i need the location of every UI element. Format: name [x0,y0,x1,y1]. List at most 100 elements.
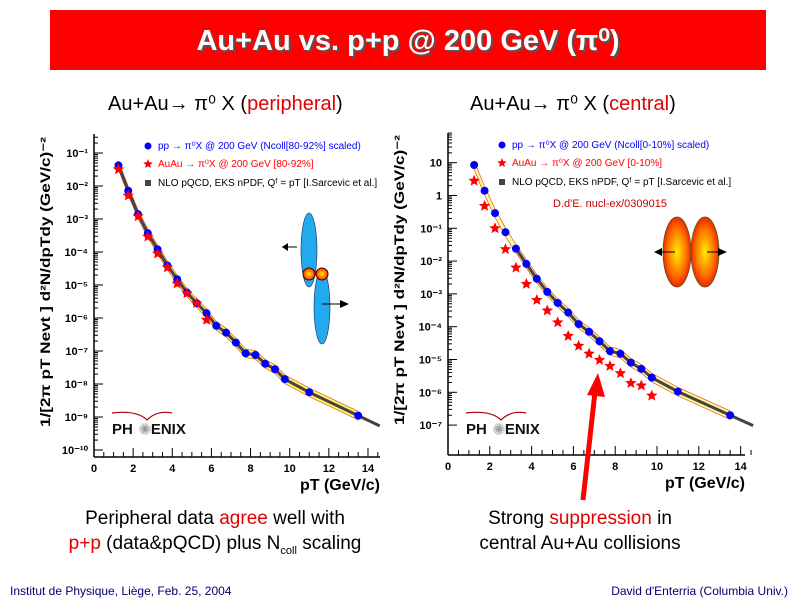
caption-highlight: agree [219,508,268,529]
legend-theory: NLO pQCD, EKS nPDF, Qᶠ = pT [I.Sarcevic … [158,178,377,189]
phenix-logo-star-icon [493,423,505,435]
chart-0: 0 2 4 6 8 10 12 14 10⁻¹ 10⁻² 10⁻³ 10⁻⁴ 10⁻⁵ 10⁻⁶ 10⁻⁷ 1… [38,134,381,494]
x-tick-label: 0 [91,463,97,475]
caption-text: (data&pQCD) plus N [100,533,281,554]
central-collision-icon [654,216,727,288]
x-axis-label: pT (GeV/c) [665,475,745,492]
auau-point [499,243,512,255]
auau-point [531,294,543,305]
pp-point [626,358,635,367]
caption-right: Strong suppression in central Au+Au coll… [430,506,730,556]
subtitle-text: ) [669,93,676,115]
caption-subscript: coll [280,544,297,557]
auau-point [171,277,183,289]
legend-pp-marker [498,141,506,149]
auau-point [468,174,480,186]
caption-left: Peripheral data agree well with p+p (dat… [30,506,400,564]
pp-point [595,337,604,346]
pp-point [616,349,625,358]
y-axis-label: 1/[2π pT Nevt ] d²N/dpTdy (GeV/c)⁻² [392,134,407,425]
pp-point [212,321,221,330]
legend-pp: pp → π⁰X @ 200 GeV (Ncoll[0-10%] scaled) [512,140,709,151]
pp-point [470,161,479,170]
auau-point [635,379,647,391]
y-tick-label: 1 [436,191,442,203]
auau-point [112,163,125,175]
x-tick-label: 6 [208,463,214,475]
slide-title: Au+Au vs. p+p @ 200 GeV (π⁰) [196,24,620,57]
y-tick-label: 10⁻² [420,256,442,268]
caption-text: central Au+Au collisions [479,533,681,554]
legend-pp: pp → π⁰X @ 200 GeV (Ncoll[80-92%] scaled… [158,141,361,152]
caption-highlight: p+p [68,533,101,554]
auau-point [161,261,174,273]
y-tick-label: 10⁻⁵ [65,280,88,292]
subtitle-text: ) [336,93,343,115]
auau-point [646,389,658,401]
caption-highlight: suppression [549,508,652,529]
y-tick-label: 10⁻⁷ [65,346,88,358]
caption-text: Strong [488,508,550,529]
pp-point [647,373,656,382]
suppression-arrow-icon [580,373,605,501]
y-tick-label: 10⁻⁶ [419,387,442,399]
x-tick-label: 2 [487,461,493,473]
auau-point [541,304,553,316]
auau-point [625,377,637,388]
x-tick-label: 2 [130,463,136,475]
footer-venue: Institut de Physique, Liège, Feb. 25, 20… [10,584,232,598]
auau-point [122,189,134,201]
caption-text: Peripheral data [85,508,220,529]
y-tick-label: 10⁻⁵ [419,355,442,367]
auau-point [572,339,585,351]
subtitle-central: Au+Au→ π⁰ X (central) [470,91,676,116]
pp-point [354,411,363,420]
footer-author: David d'Enterria (Columbia Univ.) [611,584,788,598]
x-tick-label: 8 [612,461,618,473]
legend-theory: NLO pQCD, EKS nPDF, Qᶠ = pT [I.Sarcevic … [512,177,731,188]
x-tick-label: 0 [445,461,451,473]
pp-point [511,244,520,253]
y-tick-label: 10 [430,158,442,170]
y-tick-label: 10⁻⁴ [419,322,442,334]
x-tick-label: 6 [570,461,576,473]
chart-1: 0 2 4 6 8 10 12 14 10 1 10⁻¹ 10⁻² 10⁻³ 10⁻⁴ 10⁻⁵ 10⁻⁶ 10… [392,132,754,492]
pp-point [261,359,270,368]
pp-point [574,320,583,329]
phenix-logo: PH ENIX [112,421,186,438]
x-axis-label: pT (GeV/c) [300,477,380,494]
auau-point [593,354,606,365]
pp-point [605,347,614,356]
pp-point [491,209,500,218]
x-tick-label: 10 [651,461,663,473]
pp-point [673,387,682,396]
x-tick-label: 14 [734,461,747,473]
phenix-logo-star-icon [139,423,151,435]
pp-point [305,388,314,397]
pp-point [501,228,510,237]
x-tick-label: 8 [247,463,253,475]
legend-auau-marker [497,158,507,167]
auau-point [489,222,501,234]
pp-point [522,259,531,268]
pp-point [241,349,250,358]
pp-point [251,350,260,359]
y-tick-label: 10⁻¹⁰ [62,445,89,457]
auau-point [604,360,616,371]
phenix-logo: PH ENIX [466,421,540,438]
y-tick-label: 10⁻⁷ [419,420,442,432]
pp-point [480,186,489,195]
pp-point [637,364,646,373]
subtitle-highlight: central [609,93,670,115]
y-tick-label: 10⁻⁴ [65,247,88,259]
legend-pp-marker [144,142,152,150]
caption-text: scaling [296,533,362,554]
auau-point [520,278,533,289]
y-tick-label: 10⁻¹ [420,223,442,235]
y-tick-label: 10⁻¹ [66,148,88,160]
subtitle-text: Au+Au→ π⁰ X ( [470,93,610,115]
auau-point [478,200,491,211]
y-tick-label: 10⁻⁶ [65,313,88,325]
auau-point [151,247,164,259]
